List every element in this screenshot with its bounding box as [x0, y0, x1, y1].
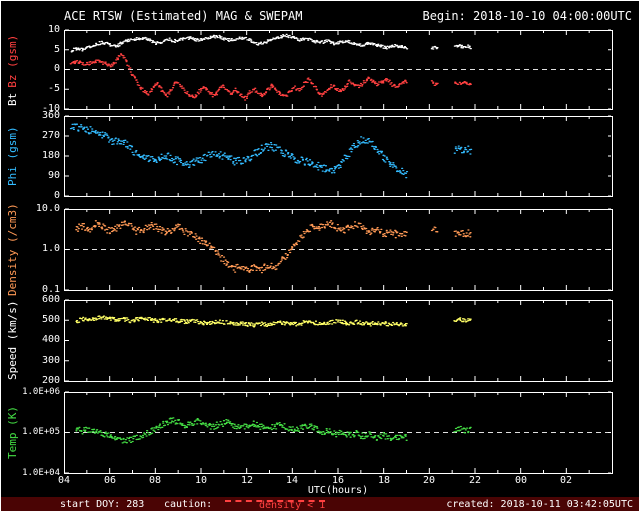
y-tick-label: 400 [41, 334, 60, 345]
y-tick-label: 90 [47, 170, 60, 181]
y-tick-label: 1.0 [41, 243, 60, 254]
y-tick-label: 1.0E+05 [22, 427, 60, 437]
x-tick-label: 20 [422, 475, 436, 486]
y-axis-label-phi: Phi (gsm) [6, 126, 19, 186]
x-tick-label: 16 [331, 475, 345, 486]
page-title: ACE RTSW (Estimated) MAG & SWEPAM [64, 9, 303, 23]
y-axis-label-speed: Speed (km/s) [6, 300, 19, 380]
bt-label: Bt [6, 92, 19, 106]
y-tick-label: -10 [41, 103, 60, 114]
y-tick-label: 1.0E+06 [22, 387, 60, 397]
y-tick-label: 300 [41, 355, 60, 366]
caution-dashed-line-icon [225, 500, 325, 502]
y-tick-label: 0 [53, 190, 60, 201]
footer-bar: start DOY: 283 caution: density < 1 crea… [1, 497, 639, 511]
caution-label: caution: [164, 499, 213, 510]
y-axis-label-btbz: Bt Bz (gsm) [6, 35, 19, 106]
x-tick-label: 12 [240, 475, 254, 486]
y-tick-label: 180 [41, 150, 60, 161]
y-tick-label: 200 [41, 375, 60, 386]
x-tick-label: 14 [285, 475, 299, 486]
x-tick-label: 00 [514, 475, 528, 486]
y-tick-label: 270 [41, 130, 60, 141]
x-tick-label: 04 [57, 475, 71, 486]
x-axis-title: UTC(hours) [307, 485, 369, 496]
caution-value: density < 1 [259, 500, 326, 511]
y-tick-label: -5 [47, 83, 60, 94]
y-tick-label: 5 [53, 44, 60, 55]
y-tick-label: 0.1 [41, 284, 60, 295]
y-tick-label: 500 [41, 314, 60, 325]
y-tick-label: 0 [53, 63, 60, 74]
y-tick-label: 10.0 [35, 203, 60, 214]
x-tick-label: 10 [194, 475, 208, 486]
y-tick-label: 1.0E+04 [22, 468, 60, 478]
x-tick-label: 18 [377, 475, 391, 486]
start-doy-label: start DOY: 283 [60, 499, 145, 510]
x-tick-label: 06 [103, 475, 117, 486]
y-axis-label-density: Density (/cm3) [6, 203, 19, 296]
bz-label: Bz (gsm) [6, 34, 19, 88]
x-tick-label: 02 [559, 475, 573, 486]
begin-timestamp: Begin: 2018-10-10 04:00:00UTC [422, 9, 632, 23]
y-tick-label: 360 [41, 110, 60, 121]
x-tick-label: 08 [148, 475, 162, 486]
created-timestamp: created: 2018-10-11 03:42:05UTC [446, 499, 633, 510]
y-tick-label: 600 [41, 294, 60, 305]
x-tick-label: 22 [468, 475, 482, 486]
y-tick-label: 10 [47, 24, 60, 35]
